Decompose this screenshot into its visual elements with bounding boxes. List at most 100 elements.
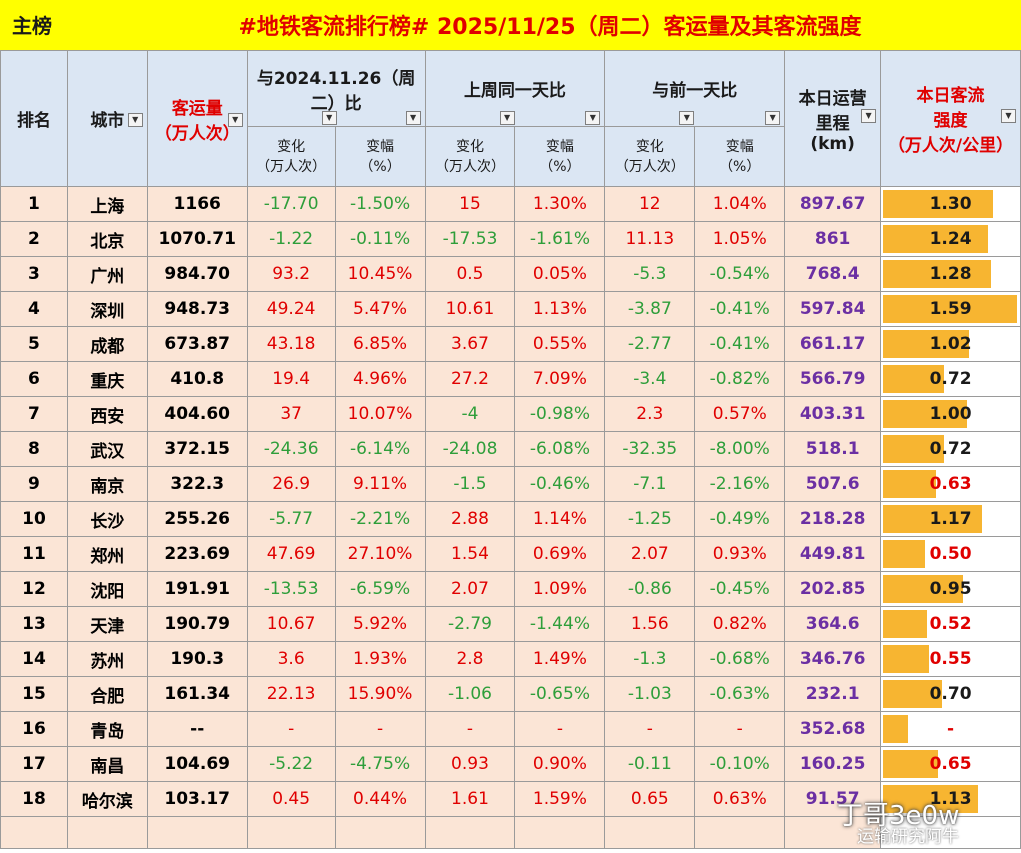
wow-pct-cell: -1.44% bbox=[514, 606, 606, 642]
wow-pct-cell: 0.55% bbox=[514, 326, 606, 362]
table-row: 10 长沙 255.26 -5.77 -2.21% 2.88 1.14% -1.25 -0.49… bbox=[0, 501, 1021, 537]
km-cell: 566.79 bbox=[784, 361, 882, 397]
city-cell: 苏州 bbox=[66, 641, 148, 677]
col-header-city: 城市 ▼ bbox=[66, 50, 148, 187]
volume-cell: 190.3 bbox=[146, 641, 248, 677]
intensity-value: 1.17 bbox=[929, 509, 972, 529]
intensity-cell: 1.13 bbox=[880, 781, 1021, 817]
wow-change-cell: -1.06 bbox=[424, 676, 516, 712]
intensity-value: 0.50 bbox=[929, 544, 972, 564]
wow-change-cell: 2.07 bbox=[424, 571, 516, 607]
wow-pct-cell: 0.69% bbox=[514, 536, 606, 572]
empty-cell bbox=[880, 816, 1021, 849]
wow-pct-cell: 0.05% bbox=[514, 256, 606, 292]
sub-header-pct: 变幅 （%） bbox=[694, 126, 786, 187]
yoy-change-cell: 49.24 bbox=[246, 291, 336, 327]
rank-cell: 8 bbox=[0, 431, 68, 467]
intensity-cell: 1.02 bbox=[880, 326, 1021, 362]
wow-pct-cell: -0.65% bbox=[514, 676, 606, 712]
col-header-intensity: 本日客流 强度 （万人次/公里） ▼ bbox=[880, 50, 1021, 187]
intensity-bar bbox=[883, 785, 979, 813]
rank-cell: 15 bbox=[0, 676, 68, 712]
wow-pct-cell: -6.08% bbox=[514, 431, 606, 467]
intensity-cell: 0.72 bbox=[880, 361, 1021, 397]
intensity-bar bbox=[883, 645, 930, 673]
ranking-table: 排名 城市 ▼ 客运量 （万人次） ▼ 与2024.11.26（周 二）比 ▼ ▼ … bbox=[0, 50, 1021, 849]
volume-cell: 372.15 bbox=[146, 431, 248, 467]
volume-cell: 255.26 bbox=[146, 501, 248, 537]
yoy-pct-cell: 1.93% bbox=[334, 641, 426, 677]
intensity-value: 1.00 bbox=[929, 404, 972, 424]
km-cell: 160.25 bbox=[784, 746, 882, 782]
dod-pct-cell: 0.82% bbox=[694, 606, 786, 642]
table-row: 2 北京 1070.71 -1.22 -0.11% -17.53 -1.61% 11.13 1.… bbox=[0, 221, 1021, 257]
intensity-cell: 1.30 bbox=[880, 186, 1021, 222]
dod-pct-cell: 1.04% bbox=[694, 186, 786, 222]
km-cell: 897.67 bbox=[784, 186, 882, 222]
col-header-wow: 上周同一天比 ▼ ▼ bbox=[424, 50, 606, 127]
yoy-pct-cell: 6.85% bbox=[334, 326, 426, 362]
wow-change-cell: 1.61 bbox=[424, 781, 516, 817]
volume-cell: 984.70 bbox=[146, 256, 248, 292]
km-cell: 352.68 bbox=[784, 711, 882, 747]
col-header-rank: 排名 bbox=[0, 50, 68, 187]
filter-icon[interactable]: ▼ bbox=[765, 111, 781, 125]
intensity-bar bbox=[883, 715, 909, 743]
wow-change-cell: 27.2 bbox=[424, 361, 516, 397]
intensity-cell: 1.59 bbox=[880, 291, 1021, 327]
filter-icon[interactable]: ▼ bbox=[227, 113, 243, 127]
dod-change-cell: -2.77 bbox=[604, 326, 696, 362]
dod-pct-cell: 0.57% bbox=[694, 396, 786, 432]
yoy-change-cell: 43.18 bbox=[246, 326, 336, 362]
km-cell: 346.76 bbox=[784, 641, 882, 677]
wow-pct-cell: -1.61% bbox=[514, 221, 606, 257]
table-row: 8 武汉 372.15 -24.36 -6.14% -24.08 -6.08% -32.35-… bbox=[0, 431, 1021, 467]
filter-icon[interactable]: ▼ bbox=[1001, 109, 1016, 123]
filter-icon[interactable]: ▼ bbox=[127, 113, 143, 127]
rank-cell: 4 bbox=[0, 291, 68, 327]
filter-icon[interactable]: ▼ bbox=[585, 111, 601, 125]
volume-cell: 1070.71 bbox=[146, 221, 248, 257]
dod-change-cell: -3.87 bbox=[604, 291, 696, 327]
wow-pct-cell: 1.59% bbox=[514, 781, 606, 817]
yoy-change-cell: -5.22 bbox=[246, 746, 336, 782]
table-row: 4 深圳 948.73 49.24 5.47% 10.61 1.13% -3.87 -0.41%… bbox=[0, 291, 1021, 327]
city-cell: 武汉 bbox=[66, 431, 148, 467]
page-title: #地铁客流排行榜# 2025/11/25（周二）客运量及其客流强度 bbox=[238, 15, 862, 40]
rank-cell: 3 bbox=[0, 256, 68, 292]
dod-pct-cell: -0.54% bbox=[694, 256, 786, 292]
dod-pct-cell: -2.16% bbox=[694, 466, 786, 502]
volume-cell: 190.79 bbox=[146, 606, 248, 642]
dod-pct-cell: -0.63% bbox=[694, 676, 786, 712]
intensity-bar bbox=[883, 680, 943, 708]
empty-cell bbox=[0, 816, 68, 849]
wow-change-cell: 10.61 bbox=[424, 291, 516, 327]
empty-cell bbox=[146, 816, 248, 849]
table-row: 5 成都 673.87 43.18 6.85% 3.67 0.55% -2.77 -0.41% 6… bbox=[0, 326, 1021, 362]
filter-icon[interactable]: ▼ bbox=[861, 109, 877, 123]
filter-icon[interactable]: ▼ bbox=[679, 111, 695, 125]
km-cell: 661.17 bbox=[784, 326, 882, 362]
dod-change-cell: -32.35 bbox=[604, 431, 696, 467]
km-cell: 364.6 bbox=[784, 606, 882, 642]
table-row: 11 郑州 223.69 47.69 27.10% 1.54 0.69% 2.07 0.93% 4… bbox=[0, 536, 1021, 572]
filter-icon[interactable]: ▼ bbox=[321, 111, 337, 125]
empty-cell bbox=[784, 816, 882, 849]
filter-icon[interactable]: ▼ bbox=[499, 111, 515, 125]
intensity-bar bbox=[883, 330, 970, 358]
table-row: 6 重庆 410.8 19.4 4.96% 27.2 7.09% -3.4 -0.82% 566.… bbox=[0, 361, 1021, 397]
city-cell: 青岛 bbox=[66, 711, 148, 747]
intensity-cell: 1.24 bbox=[880, 221, 1021, 257]
intensity-bar bbox=[883, 225, 989, 253]
dod-pct-cell: - bbox=[694, 711, 786, 747]
table-row: 14 苏州 190.3 3.6 1.93% 2.8 1.49% -1.3 -0.68% 346.7… bbox=[0, 641, 1021, 677]
yoy-pct-cell: 15.90% bbox=[334, 676, 426, 712]
rank-cell: 12 bbox=[0, 571, 68, 607]
filter-icon[interactable]: ▼ bbox=[405, 111, 421, 125]
city-cell: 南昌 bbox=[66, 746, 148, 782]
intensity-cell: 0.50 bbox=[880, 536, 1021, 572]
intensity-value: 0.52 bbox=[929, 614, 972, 634]
empty-cell bbox=[604, 816, 696, 849]
rank-cell: 6 bbox=[0, 361, 68, 397]
intensity-cell: 0.72 bbox=[880, 431, 1021, 467]
